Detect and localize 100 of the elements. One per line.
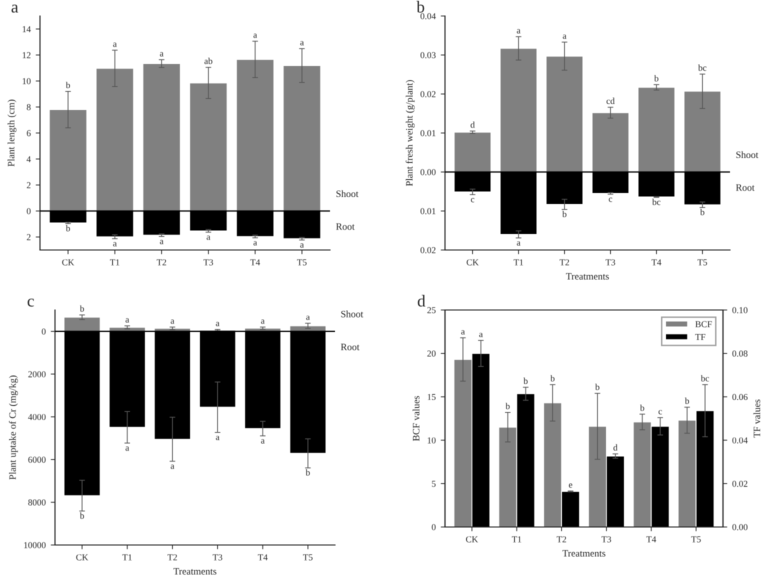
- y-tick-label: 2000: [28, 371, 46, 378]
- annotation: a: [170, 464, 174, 469]
- x-tick-label: CK: [62, 259, 74, 266]
- y-tick-label: 0.04: [420, 13, 436, 20]
- y-tick-label: 2: [26, 234, 30, 240]
- y2-tick-label: 0.04: [732, 437, 748, 444]
- series-label: Shoot: [341, 310, 364, 318]
- y-tick-label: 0: [42, 328, 46, 335]
- annotation: b: [66, 225, 70, 232]
- annotation: a: [261, 439, 265, 444]
- annotation: a: [160, 240, 164, 244]
- annotation: a: [261, 320, 265, 324]
- x-axis-title: Treatments: [566, 273, 609, 280]
- x-tick-label: T5: [297, 259, 307, 266]
- x-tick-label: T3: [602, 536, 612, 542]
- annotation: b: [595, 384, 600, 390]
- y-tick-label: 0: [26, 208, 31, 214]
- annotation: a: [216, 322, 220, 326]
- annotation: b: [562, 210, 566, 218]
- annotation: a: [306, 316, 310, 320]
- annotation: a: [126, 446, 130, 451]
- annotation: a: [113, 242, 117, 246]
- annotation: b: [700, 208, 704, 216]
- y-tick-label: 10: [22, 78, 31, 84]
- y-tick-label: 6000: [28, 456, 46, 463]
- y-tick-label: 0.01: [420, 208, 436, 214]
- annotation: d: [470, 121, 475, 128]
- y-tick-label: 6: [26, 130, 31, 136]
- y-tick-label: 10000: [24, 542, 46, 548]
- y-tick-label: 8000: [28, 499, 46, 506]
- y2-tick-label: 0.10: [732, 307, 748, 314]
- x-tick-label: T2: [156, 259, 166, 266]
- x-tick-label: T3: [212, 554, 222, 560]
- y-tick-label: 0: [432, 524, 436, 530]
- annotation: a: [562, 34, 566, 39]
- y-tick-label: 0.00: [420, 169, 436, 176]
- y-tick-label: 20: [427, 350, 436, 357]
- annotation: b: [523, 378, 528, 384]
- annotation: a: [216, 436, 220, 440]
- y-tick-label: 5: [432, 480, 436, 487]
- x-tick-label: CK: [466, 259, 479, 266]
- annotation: b: [306, 469, 310, 476]
- annotation: b: [550, 375, 555, 382]
- y-tick-label: 0.03: [420, 52, 436, 58]
- y-tick-label: 10: [428, 437, 436, 444]
- y-tick-label: 2: [26, 182, 30, 188]
- y-tick-label: 12: [22, 52, 30, 58]
- annotation: b: [506, 402, 510, 410]
- x-tick-label: T3: [606, 259, 616, 266]
- series-label: Root: [736, 184, 755, 191]
- annotation: a: [126, 318, 130, 323]
- series-label: Root: [340, 344, 360, 350]
- annotation: d: [613, 444, 618, 451]
- y-axis-title: Plant fresh weight (g/plant): [406, 80, 415, 186]
- y-axis-title: Plant length (cm): [8, 100, 16, 166]
- x-tick-label: CK: [76, 554, 88, 560]
- annotation: cd: [606, 98, 615, 104]
- chart-title: d: [418, 294, 426, 307]
- y-tick-label: 8: [26, 104, 31, 110]
- annotation: b: [654, 75, 658, 82]
- x-tick-label: T5: [691, 536, 701, 542]
- y-tick-label: 0.02: [420, 247, 436, 254]
- y-axis-title: Plant uptake of Cr (mg/kg): [8, 376, 18, 480]
- chart-title: c: [28, 298, 34, 307]
- x-tick-label: T3: [204, 259, 214, 266]
- series-label: Shoot: [736, 151, 758, 158]
- annotation: e: [568, 483, 572, 488]
- annotation: ab: [204, 58, 212, 64]
- annotation: c: [608, 198, 612, 202]
- annotation: b: [80, 305, 84, 312]
- chart-title: b: [416, 0, 424, 13]
- legend-label: TF: [695, 334, 706, 340]
- y2-tick-label: 0.00: [732, 524, 748, 530]
- y-tick-label: 0.02: [420, 91, 436, 98]
- annotation: bc: [700, 375, 710, 382]
- series-label: Shoot: [336, 190, 358, 198]
- annotation: a: [206, 236, 210, 240]
- annotation: a: [479, 332, 483, 338]
- x-tick-label: T5: [698, 259, 708, 266]
- y2-axis-title: TF values: [753, 400, 760, 438]
- y2-tick-label: 0.02: [732, 480, 748, 487]
- legend-label: BCF: [695, 321, 712, 328]
- x-tick-label: CK: [466, 536, 478, 542]
- annotation: a: [160, 52, 164, 56]
- annotation: a: [170, 320, 174, 324]
- x-tick-label: T2: [168, 554, 177, 560]
- y2-tick-label: 0.06: [732, 394, 748, 400]
- annotation: b: [80, 512, 84, 519]
- x-axis-title: Treatments: [562, 550, 606, 557]
- x-tick-label: T1: [514, 259, 524, 266]
- annotation: bc: [698, 64, 706, 71]
- annotation: a: [253, 241, 258, 246]
- y-tick-label: 14: [22, 26, 31, 32]
- x-tick-label: T2: [556, 536, 566, 542]
- y-tick-label: 4000: [28, 414, 46, 420]
- annotation: b: [66, 82, 70, 88]
- y2-tick-label: 0.08: [732, 350, 748, 357]
- x-axis-title: Treatments: [173, 568, 216, 575]
- annotation: b: [640, 404, 644, 411]
- annotation: a: [253, 34, 258, 38]
